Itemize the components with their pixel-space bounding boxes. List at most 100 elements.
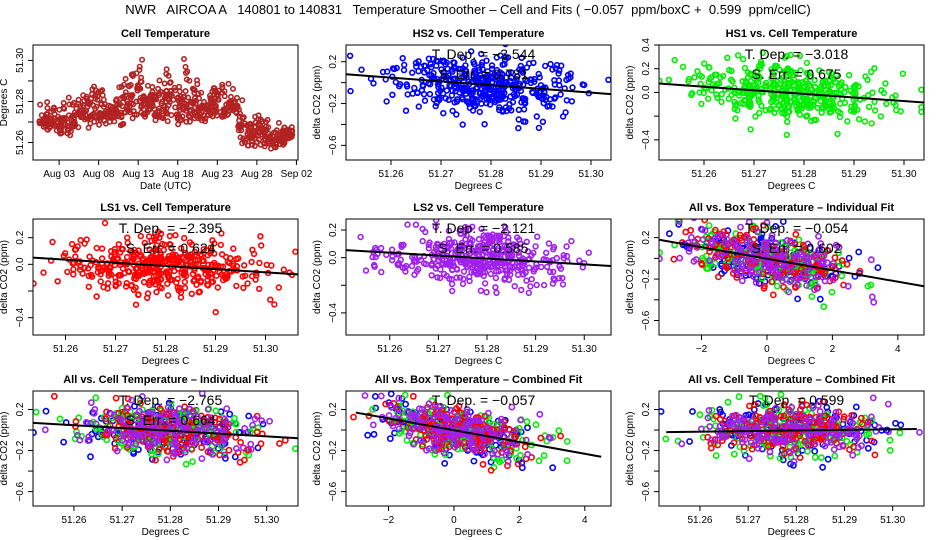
data-point	[782, 247, 790, 255]
data-point	[136, 67, 143, 74]
data-point	[219, 81, 226, 88]
data-point	[133, 70, 140, 77]
data-point	[383, 98, 390, 105]
data-point	[535, 70, 542, 78]
data-point	[770, 89, 777, 97]
data-point	[803, 282, 810, 289]
data-point	[782, 263, 789, 271]
data-point	[237, 110, 244, 117]
data-point	[370, 261, 378, 269]
data-point	[425, 445, 433, 453]
data-point	[549, 464, 557, 472]
data-point	[546, 268, 554, 276]
data-point	[780, 80, 788, 88]
data-point	[248, 273, 256, 280]
data-point	[524, 424, 531, 432]
data-point	[463, 408, 471, 416]
data-point	[481, 120, 488, 128]
data-point	[198, 89, 205, 96]
data-point	[259, 118, 266, 125]
data-point	[409, 392, 417, 400]
data-point	[417, 256, 425, 264]
data-point	[167, 241, 174, 248]
data-point	[409, 69, 416, 76]
panel-title: HS1 vs. Cell Temperature	[726, 28, 858, 40]
data-point	[555, 77, 563, 84]
data-point	[838, 272, 846, 280]
data-point	[125, 268, 132, 275]
data-point	[266, 135, 273, 142]
data-point	[204, 281, 211, 288]
data-point	[127, 247, 134, 255]
data-point	[128, 414, 136, 422]
y-tick-label: −0.2	[328, 93, 339, 113]
data-point	[409, 90, 416, 97]
data-point	[506, 271, 514, 278]
data-point	[868, 293, 876, 301]
data-point	[757, 234, 765, 241]
data-point	[370, 80, 377, 87]
data-point	[560, 252, 567, 259]
panel-title: All vs. Cell Temperature – Combined Fit	[688, 374, 895, 386]
data-point	[698, 100, 705, 108]
data-point	[70, 266, 77, 273]
data-point	[196, 95, 203, 102]
data-point	[776, 454, 784, 462]
data-point	[389, 253, 396, 260]
data-point	[101, 117, 108, 124]
data-point	[767, 452, 774, 460]
data-point	[540, 99, 547, 107]
data-point	[71, 120, 78, 127]
data-point	[438, 66, 445, 73]
data-point	[175, 121, 182, 128]
data-point	[440, 270, 448, 278]
data-point	[141, 239, 149, 247]
data-point	[412, 221, 420, 228]
data-points	[33, 219, 298, 316]
data-point	[515, 124, 522, 132]
data-point	[180, 255, 187, 262]
data-point	[747, 267, 755, 274]
y-tick-label: −0.6	[328, 135, 339, 155]
data-point	[752, 260, 760, 267]
y-tick-label: 0.2	[641, 230, 652, 244]
data-point	[124, 239, 132, 247]
data-point	[197, 251, 204, 258]
data-point	[170, 96, 177, 103]
data-point	[245, 412, 253, 420]
data-point	[540, 281, 548, 289]
data-point	[358, 66, 365, 73]
data-point	[818, 269, 826, 277]
data-point	[471, 267, 478, 274]
data-point	[191, 248, 198, 256]
data-point	[225, 80, 232, 87]
data-point	[833, 89, 840, 96]
data-point	[505, 238, 512, 245]
data-point	[517, 451, 524, 459]
data-point	[783, 118, 791, 126]
x-tick-label: 51.28	[158, 515, 183, 526]
data-point	[796, 52, 804, 59]
x-tick-label: 51.30	[578, 169, 603, 180]
data-point	[851, 102, 858, 109]
data-point	[433, 219, 440, 224]
data-point	[92, 87, 99, 94]
data-point	[211, 439, 219, 446]
data-point	[171, 439, 179, 447]
data-point	[182, 63, 189, 70]
data-point	[257, 440, 265, 448]
data-point	[132, 440, 140, 448]
data-point	[192, 260, 199, 268]
data-point	[415, 58, 422, 65]
data-point	[834, 130, 841, 138]
data-point	[797, 67, 804, 74]
data-point	[104, 267, 112, 274]
data-point	[417, 437, 425, 444]
data-point	[757, 245, 765, 253]
data-point	[820, 105, 827, 112]
data-point	[724, 254, 732, 262]
data-point	[820, 258, 827, 266]
y-tick-label: −0.4	[328, 303, 339, 323]
data-point	[718, 230, 725, 238]
data-point	[213, 272, 220, 279]
